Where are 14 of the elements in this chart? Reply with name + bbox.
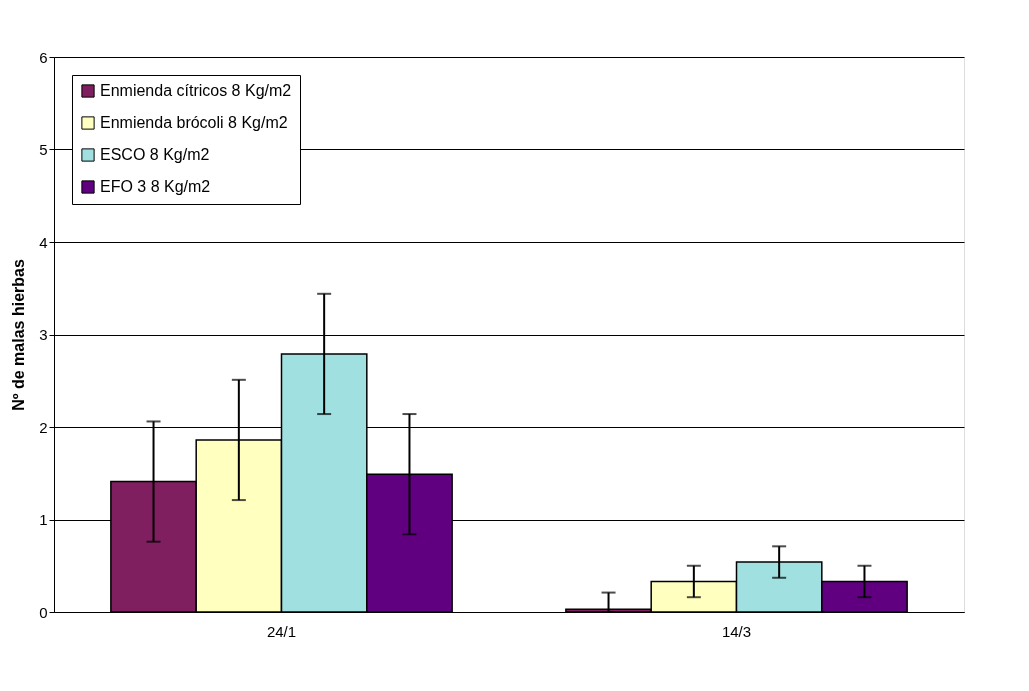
y-axis-title: Nº de malas hierbas <box>10 259 28 411</box>
x-tick-label: 24/1 <box>266 622 297 640</box>
y-tick-label: 6 <box>39 48 48 66</box>
x-tick-label: 14/3 <box>721 622 752 640</box>
legend-label: EFO 3 8 Kg/m2 <box>100 178 211 195</box>
y-tick-label: 3 <box>39 326 48 343</box>
y-tick-label: 5 <box>39 141 48 158</box>
y-tick-label: 4 <box>39 233 48 251</box>
legend-label: Enmienda cítricos 8 Kg/m2 <box>100 82 292 99</box>
legend-label: ESCO 8 Kg/m2 <box>100 146 210 163</box>
legend-label: Enmienda brócoli 8 Kg/m2 <box>100 114 288 131</box>
y-tick-label: 1 <box>39 511 48 528</box>
y-tick-label: 2 <box>39 418 48 436</box>
y-tick-label: 0 <box>39 603 48 621</box>
